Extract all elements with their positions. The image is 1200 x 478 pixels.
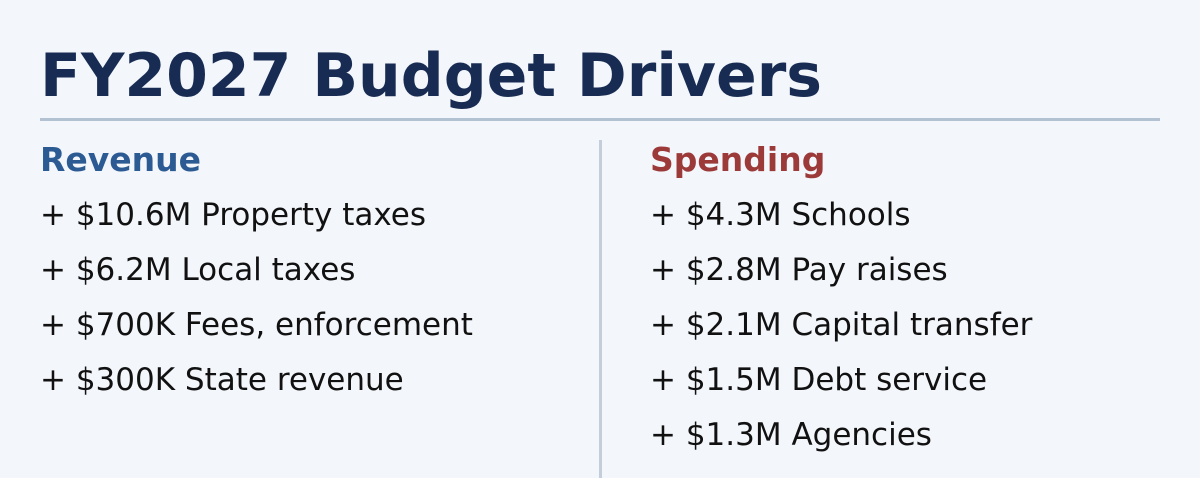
revenue-list: + $10.6M Property taxes + $6.2M Local ta… [40, 180, 473, 408]
spending-heading: Spending [650, 140, 826, 179]
spending-item: + $1.3M Agencies [650, 417, 932, 453]
revenue-item: + $6.2M Local taxes [40, 252, 356, 288]
spending-column: Spending + $4.3M Schools + $2.8M Pay rai… [650, 140, 1032, 463]
spending-list: + $4.3M Schools + $2.8M Pay raises + $2.… [650, 180, 1032, 463]
spending-item: + $1.5M Debt service [650, 362, 988, 398]
spending-item: + $2.8M Pay raises [650, 252, 948, 288]
revenue-item: + $700K Fees, enforcement [40, 307, 473, 343]
page-title: FY2027 Budget Drivers [40, 41, 822, 111]
revenue-heading: Revenue [40, 140, 202, 179]
title-divider [40, 118, 1160, 121]
column-divider [599, 140, 602, 478]
revenue-item: + $10.6M Property taxes [40, 197, 426, 233]
revenue-item: + $300K State revenue [40, 362, 404, 398]
revenue-column: Revenue + $10.6M Property taxes + $6.2M … [40, 140, 473, 408]
spending-item: + $4.3M Schools [650, 197, 911, 233]
spending-item: + $2.1M Capital transfer [650, 307, 1033, 343]
